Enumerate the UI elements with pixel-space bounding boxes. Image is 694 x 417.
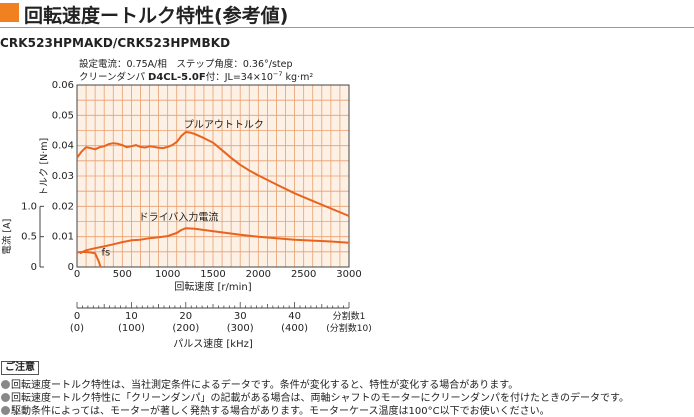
y-tick-label: 0.01 [52, 232, 74, 243]
y-tick-label: 0.05 [52, 110, 74, 121]
pulse-tick-label: 20 [179, 311, 192, 322]
bullet-icon [1, 406, 10, 415]
y-tick-label: 0.06 [52, 80, 74, 91]
current-tick-label: 0 [31, 262, 37, 273]
inertia-exponent: −7 [272, 69, 283, 78]
pulse-axis-label: パルス速度 [kHz] [173, 337, 253, 350]
pulse-tick-label-div10: (0) [70, 323, 84, 334]
y-tick-label: 0.03 [52, 171, 74, 182]
pulse-tick-label-div10: (400) [281, 323, 308, 334]
x-tick-label: 1500 [200, 269, 225, 280]
x-tick-label: 500 [113, 269, 132, 280]
speed-torque-chart: 0 500 1000 1500 2000 2500 300000.010.020.030.0… [1, 80, 372, 350]
current-tick-label: 0.5 [21, 232, 37, 243]
bullet-icon [1, 393, 10, 402]
inertia-unit: kg·m² [282, 72, 314, 83]
x-tick-label: 2000 [246, 269, 271, 280]
pullout-torque-line [76, 131, 350, 217]
header-square-icon [0, 3, 19, 22]
pulse-tick-label: 30 [234, 311, 247, 322]
pulse-tick-label-div10: (100) [118, 323, 145, 334]
note-item: 回転速度ートルク特性に「クリーンダンパ」の記載がある場合は、両軸シャフトのモータ… [1, 389, 629, 404]
series-layer [76, 131, 350, 268]
y-axis-label: トルク [N·m] [39, 138, 50, 196]
fs-marker-line [76, 251, 102, 268]
grid [77, 85, 349, 267]
axes: 0 500 1000 1500 2000 2500 300000.010.020.030.0… [1, 80, 372, 350]
page-title: 回転速度ートルク特性(参考値) [24, 5, 289, 27]
note-item: 駆動条件によっては、モーターが著しく発熱する場合があります。モーターケース温度は… [1, 402, 550, 417]
damper-model: D4CL-5.0F [148, 72, 206, 83]
pulse-tick-label: 0 [74, 311, 80, 322]
pulse-caption-div10: (分割数10) [326, 322, 371, 334]
section-header: 回転速度ートルク特性(参考値) [0, 0, 694, 28]
series-label-current: ドライバ入力電流 [139, 210, 219, 223]
condition-line-2: クリーンダンパ D4CL-5.0F付：JL=34×10−7 kg·m² [79, 69, 313, 83]
plot-frame [76, 84, 350, 268]
current-tick-label: 1.0 [21, 201, 37, 212]
inertia-text: 付：JL=34×10 [205, 72, 273, 83]
notes-tag: ご注意 [1, 361, 39, 375]
fs-label: fs [101, 247, 110, 258]
current-axis-label: 電流 [A] [1, 219, 13, 255]
pulse-tick-label-div10: (200) [172, 323, 199, 334]
series-label-pullout: プルアウトトルク [184, 119, 264, 131]
pulse-tick-label: 40 [288, 311, 301, 322]
driver-current-line [79, 227, 350, 255]
pulse-tick-label-div10: (300) [227, 323, 254, 334]
x-tick-label: 2500 [291, 269, 316, 280]
x-tick-label: 1000 [155, 269, 180, 280]
condition-prefix: クリーンダンパ [79, 72, 149, 83]
x-tick-label: 3000 [336, 269, 361, 280]
condition-line-1: 設定電流：0.75A/相 ステップ角度：0.36°/step [79, 59, 293, 70]
note-text: 駆動条件によっては、モーターが著しく発熱する場合があります。モーターケース温度は… [11, 406, 550, 417]
x-tick-label: 0 [74, 269, 80, 280]
bullet-icon [1, 380, 10, 389]
pulse-caption-div1: 分割数1 [333, 310, 366, 322]
y-tick-label: 0.02 [52, 201, 74, 212]
y-tick-label: 0.04 [52, 141, 74, 152]
model-name: CRK523HPMAKD/CRK523HPMBKD [0, 36, 231, 50]
note-item: 回転速度ートルク特性は、当社測定条件によるデータです。条件が変化すると、特性が変… [1, 376, 518, 391]
x-axis-label: 回転速度 [r/min] [174, 280, 251, 293]
pulse-tick-label: 10 [125, 311, 138, 322]
note-text: 回転速度ートルク特性は、当社測定条件によるデータです。条件が変化すると、特性が変… [11, 380, 519, 391]
header-rule [0, 27, 694, 28]
y-tick-label: 0 [68, 262, 74, 273]
note-text: 回転速度ートルク特性に「クリーンダンパ」の記載がある場合は、両軸シャフトのモータ… [11, 393, 629, 404]
